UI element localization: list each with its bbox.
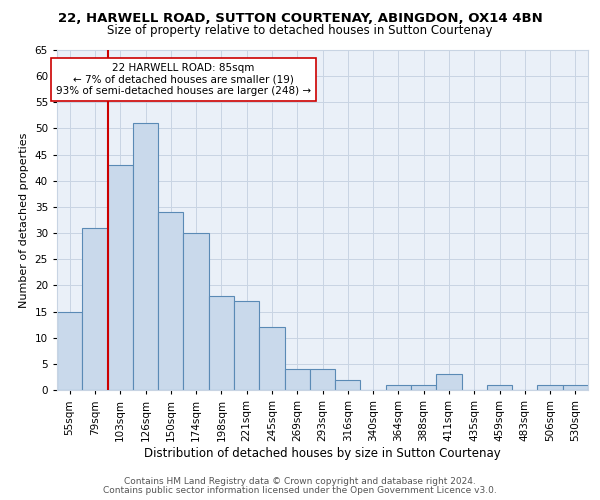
Text: Size of property relative to detached houses in Sutton Courtenay: Size of property relative to detached ho… [107,24,493,37]
Bar [82,228,107,390]
Bar [133,123,158,390]
Bar [107,165,133,390]
Bar [259,327,284,390]
Bar [436,374,461,390]
Y-axis label: Number of detached properties: Number of detached properties [19,132,29,308]
Bar [386,385,411,390]
Text: 22 HARWELL ROAD: 85sqm
← 7% of detached houses are smaller (19)
93% of semi-deta: 22 HARWELL ROAD: 85sqm ← 7% of detached … [56,63,311,96]
Bar [284,369,310,390]
Bar [335,380,361,390]
Bar [411,385,436,390]
Bar [209,296,234,390]
Bar [234,301,259,390]
Bar [158,212,184,390]
Bar [563,385,588,390]
X-axis label: Distribution of detached houses by size in Sutton Courtenay: Distribution of detached houses by size … [144,446,501,460]
Bar [538,385,563,390]
Bar [184,233,209,390]
Bar [310,369,335,390]
Text: 22, HARWELL ROAD, SUTTON COURTENAY, ABINGDON, OX14 4BN: 22, HARWELL ROAD, SUTTON COURTENAY, ABIN… [58,12,542,26]
Text: Contains HM Land Registry data © Crown copyright and database right 2024.: Contains HM Land Registry data © Crown c… [124,477,476,486]
Text: Contains public sector information licensed under the Open Government Licence v3: Contains public sector information licen… [103,486,497,495]
Bar [57,312,82,390]
Bar [487,385,512,390]
